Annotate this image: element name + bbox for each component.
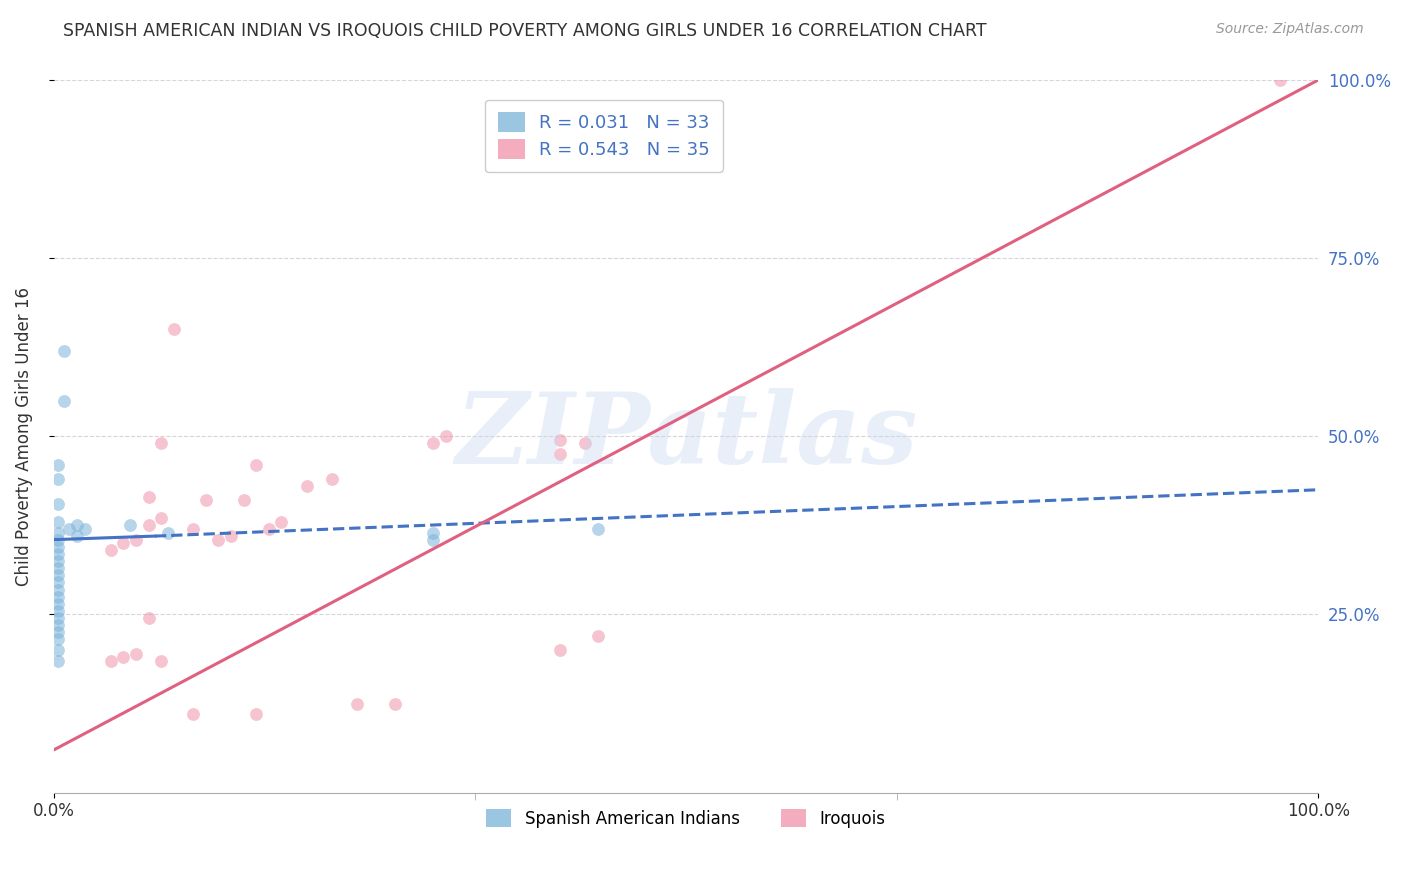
Point [100, 543, 122, 558]
Point [46, 575, 69, 590]
Point [586, 629, 609, 643]
Point [384, 697, 406, 711]
Point [125, 533, 148, 547]
Point [46, 604, 69, 618]
Point [100, 654, 122, 668]
Point [150, 436, 173, 450]
Point [548, 643, 571, 657]
Point [46, 643, 69, 657]
Point [422, 436, 444, 450]
Point [346, 697, 368, 711]
Point [46, 625, 69, 640]
Point [150, 654, 173, 668]
Point [548, 433, 571, 447]
Legend: Spanish American Indians, Iroquois: Spanish American Indians, Iroquois [479, 802, 893, 834]
Point [245, 707, 267, 722]
Point [163, 322, 186, 336]
Text: Source: ZipAtlas.com: Source: ZipAtlas.com [1216, 22, 1364, 37]
Point [46, 618, 69, 632]
Point [138, 490, 160, 504]
Point [156, 525, 179, 540]
Point [118, 518, 141, 533]
Point [75, 522, 97, 536]
Point [219, 529, 242, 543]
Point [1270, 73, 1292, 87]
Text: SPANISH AMERICAN INDIAN VS IROQUOIS CHILD POVERTY AMONG GIRLS UNDER 16 CORRELATI: SPANISH AMERICAN INDIAN VS IROQUOIS CHIL… [63, 22, 987, 40]
Point [58, 522, 80, 536]
Point [150, 511, 173, 525]
Point [138, 518, 160, 533]
Y-axis label: Child Poverty Among Girls Under 16: Child Poverty Among Girls Under 16 [15, 287, 32, 586]
Point [46, 590, 69, 604]
Point [52, 343, 75, 358]
Point [65, 518, 87, 533]
Point [586, 522, 609, 536]
Point [46, 547, 69, 561]
Point [232, 493, 254, 508]
Point [422, 533, 444, 547]
Point [46, 533, 69, 547]
Point [46, 554, 69, 568]
Point [245, 458, 267, 472]
Point [138, 611, 160, 625]
Point [548, 447, 571, 461]
Point [46, 525, 69, 540]
Point [194, 493, 217, 508]
Point [257, 522, 280, 536]
Point [125, 647, 148, 661]
Point [46, 582, 69, 597]
Point [181, 522, 204, 536]
Text: ZIPatlas: ZIPatlas [456, 388, 917, 484]
Point [422, 525, 444, 540]
Point [46, 540, 69, 554]
Point [112, 650, 135, 665]
Point [574, 436, 596, 450]
Point [112, 536, 135, 550]
Point [46, 497, 69, 511]
Point [46, 458, 69, 472]
Point [46, 654, 69, 668]
Point [65, 529, 87, 543]
Point [46, 632, 69, 647]
Point [52, 393, 75, 408]
Point [46, 515, 69, 529]
Point [295, 479, 318, 493]
Point [46, 611, 69, 625]
Point [181, 707, 204, 722]
Point [46, 472, 69, 486]
Point [46, 597, 69, 611]
Point [270, 515, 292, 529]
Point [46, 561, 69, 575]
Point [434, 429, 457, 443]
Point [46, 568, 69, 582]
Point [321, 472, 343, 486]
Point [207, 533, 229, 547]
